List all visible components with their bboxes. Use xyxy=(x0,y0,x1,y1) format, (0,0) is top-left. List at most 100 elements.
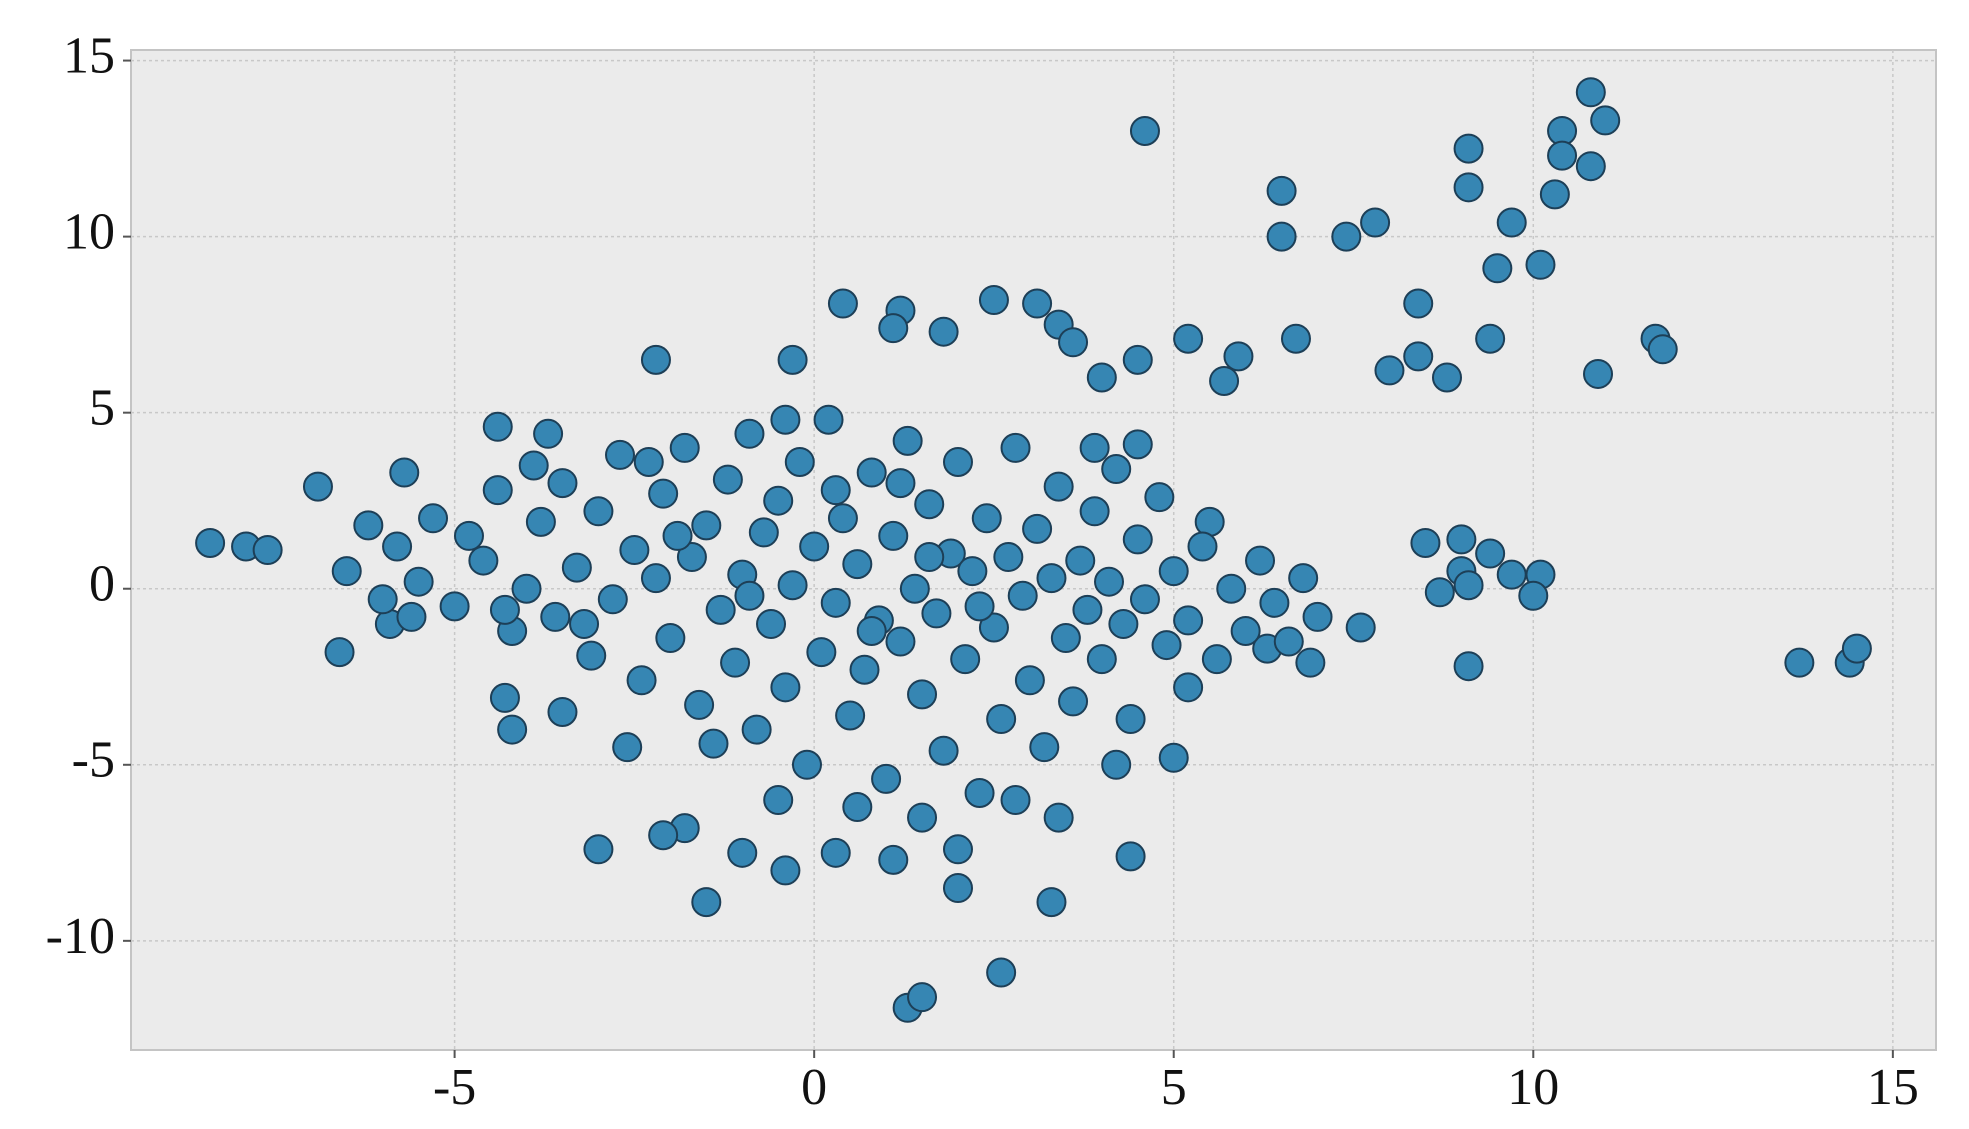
y-tick-label: 0 xyxy=(89,556,115,613)
point xyxy=(756,608,787,639)
point xyxy=(835,700,866,731)
point xyxy=(1575,151,1606,182)
point xyxy=(914,489,945,520)
point xyxy=(748,517,779,548)
point xyxy=(878,520,909,551)
point xyxy=(1101,749,1132,780)
point xyxy=(1029,732,1060,763)
point xyxy=(1525,249,1556,280)
y-tick-label: -10 xyxy=(46,908,115,965)
point xyxy=(648,820,679,851)
point xyxy=(1475,538,1506,569)
point xyxy=(1058,327,1089,358)
point xyxy=(849,654,880,685)
point xyxy=(942,834,973,865)
point xyxy=(1230,615,1261,646)
point xyxy=(1453,570,1484,601)
point xyxy=(1475,323,1506,354)
point xyxy=(1496,559,1527,590)
point xyxy=(583,496,614,527)
point xyxy=(439,591,470,622)
point xyxy=(1518,580,1549,611)
point xyxy=(1201,644,1232,675)
point xyxy=(921,598,952,629)
point xyxy=(691,510,722,541)
point xyxy=(907,679,938,710)
point xyxy=(892,425,923,456)
point xyxy=(928,316,959,347)
point xyxy=(1446,524,1477,555)
point xyxy=(698,728,729,759)
point xyxy=(1345,612,1376,643)
point xyxy=(1216,573,1247,604)
point xyxy=(1453,651,1484,682)
point xyxy=(1014,665,1045,696)
point xyxy=(856,457,887,488)
point xyxy=(518,450,549,481)
point xyxy=(1173,323,1204,354)
point xyxy=(626,665,657,696)
point xyxy=(1288,563,1319,594)
point xyxy=(353,510,384,541)
point xyxy=(453,520,484,551)
point xyxy=(1331,221,1362,252)
point xyxy=(806,637,837,668)
point xyxy=(1424,577,1455,608)
point xyxy=(1129,115,1160,146)
point xyxy=(820,475,851,506)
point xyxy=(648,478,679,509)
point xyxy=(1453,133,1484,164)
x-tick-label: -5 xyxy=(433,1059,476,1116)
point xyxy=(1058,686,1089,717)
point xyxy=(1007,580,1038,611)
point xyxy=(540,601,571,632)
point xyxy=(691,887,722,918)
point xyxy=(770,672,801,703)
y-tick-label: 5 xyxy=(89,380,115,437)
point xyxy=(1575,77,1606,108)
point xyxy=(489,594,520,625)
point xyxy=(1144,482,1175,513)
point xyxy=(705,594,736,625)
point xyxy=(1022,513,1053,544)
y-tick-label: 10 xyxy=(63,204,115,261)
point xyxy=(1403,288,1434,319)
x-tick-label: 0 xyxy=(801,1059,827,1116)
point xyxy=(1496,207,1527,238)
point xyxy=(1036,887,1067,918)
point xyxy=(799,531,830,562)
point xyxy=(1209,365,1240,396)
point xyxy=(1065,545,1096,576)
point xyxy=(547,696,578,727)
point xyxy=(1000,785,1031,815)
point xyxy=(914,542,945,573)
point xyxy=(1266,221,1297,252)
point xyxy=(1360,207,1391,238)
x-tick-label: 5 xyxy=(1161,1059,1187,1116)
point xyxy=(482,475,513,506)
point xyxy=(1050,623,1081,654)
point xyxy=(885,468,916,499)
point xyxy=(964,591,995,622)
point xyxy=(576,640,607,671)
point xyxy=(1158,742,1189,773)
point xyxy=(1223,341,1254,372)
point xyxy=(727,837,758,868)
point xyxy=(1122,524,1153,555)
point xyxy=(195,527,226,558)
point xyxy=(497,714,528,745)
point xyxy=(396,601,427,632)
point xyxy=(1022,288,1053,319)
point xyxy=(1129,584,1160,615)
point xyxy=(1539,179,1570,210)
point xyxy=(820,837,851,868)
point xyxy=(971,503,1002,534)
point xyxy=(957,556,988,587)
point xyxy=(878,313,909,344)
point xyxy=(1115,841,1146,872)
point xyxy=(605,439,636,470)
point xyxy=(777,344,808,375)
point xyxy=(1431,362,1462,393)
point xyxy=(878,844,909,875)
x-tick-label: 10 xyxy=(1507,1059,1559,1116)
